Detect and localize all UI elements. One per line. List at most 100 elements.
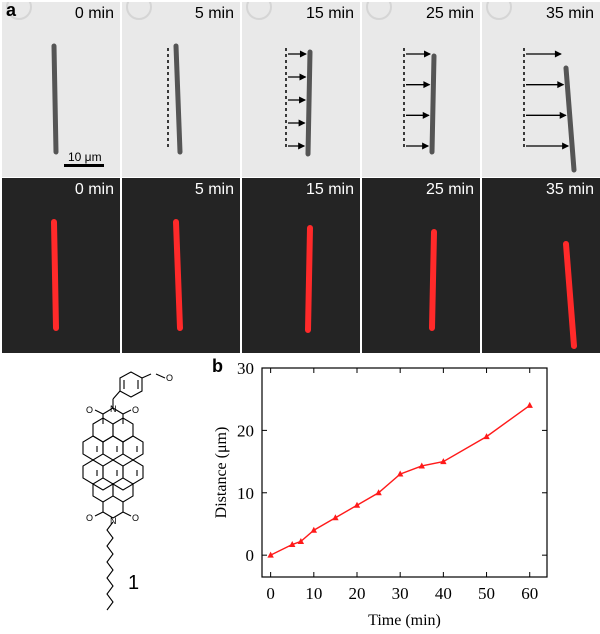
fluorescent-microrod xyxy=(305,225,313,333)
microrod xyxy=(305,49,313,157)
data-point xyxy=(483,433,490,440)
fluorescent-microrod xyxy=(51,219,59,331)
y-tick-label: 10 xyxy=(237,484,254,503)
data-series-line xyxy=(270,404,531,556)
arrow-head xyxy=(299,50,307,58)
data-point xyxy=(289,541,296,548)
x-tick-label: 20 xyxy=(349,584,366,603)
panel-label-b: b xyxy=(212,356,223,376)
microrod xyxy=(51,43,59,155)
x-tick-label: 60 xyxy=(521,584,538,603)
rod-drawing xyxy=(305,225,313,333)
data-point xyxy=(297,537,305,544)
fluorescence-frame: 25 min xyxy=(362,178,480,353)
y-tick-label: 20 xyxy=(237,421,254,440)
data-point xyxy=(310,526,318,533)
brightfield-frame: 15 min xyxy=(242,2,360,177)
fluorescence-frame: 15 min xyxy=(242,178,360,353)
arrow-head xyxy=(298,142,306,150)
carbonyl-oxygen: O xyxy=(132,405,139,415)
frame-time-label: 15 min xyxy=(305,5,354,22)
data-point xyxy=(332,514,339,521)
corner-artifact xyxy=(366,2,392,20)
data-point xyxy=(440,458,447,465)
rod-drawing xyxy=(403,48,437,155)
data-point xyxy=(267,551,274,558)
arrow-head xyxy=(559,111,567,119)
arrow-head xyxy=(554,50,562,58)
frame-time-label: 0 min xyxy=(74,181,114,198)
rod-drawing xyxy=(563,241,577,349)
plot-frame xyxy=(261,367,548,578)
data-point xyxy=(353,501,361,508)
carbonyl-oxygen: O xyxy=(132,513,139,523)
microrod xyxy=(429,53,437,155)
fluorescence-frame: 35 min xyxy=(482,178,600,353)
data-point xyxy=(396,470,404,477)
microrod xyxy=(563,65,577,173)
brightfield-frame: 25 min xyxy=(362,2,480,177)
rod-drawing xyxy=(285,48,313,157)
arrow-head xyxy=(299,73,307,81)
arrow-head xyxy=(422,111,430,119)
brightfield-frame: 35 min xyxy=(482,2,600,177)
arrow-head xyxy=(557,81,565,89)
frame-time-label: 5 min xyxy=(194,181,234,198)
y-axis-label: Distance (μm) xyxy=(213,427,230,519)
x-tick-label: 10 xyxy=(305,584,322,603)
rod-drawing xyxy=(173,219,183,331)
x-tick-label: 40 xyxy=(435,584,452,603)
rod-drawing xyxy=(51,43,59,155)
arrow-head xyxy=(298,119,306,127)
chemical-structure: O O O N O O N xyxy=(82,371,173,611)
methoxy-oxygen: O xyxy=(166,373,173,383)
rod-drawing xyxy=(523,48,577,173)
rod-drawing xyxy=(51,219,59,331)
arrow-head xyxy=(423,81,431,89)
arrow-head xyxy=(299,96,307,104)
arrow-head xyxy=(422,142,430,150)
corner-artifact xyxy=(486,2,512,20)
fluorescent-microrod xyxy=(173,219,183,331)
rod-drawing xyxy=(167,43,183,155)
data-point xyxy=(418,462,425,469)
data-point xyxy=(526,401,533,408)
imide-nitrogen: N xyxy=(110,516,117,526)
x-tick-label: 30 xyxy=(392,584,409,603)
arrow-head xyxy=(562,142,570,150)
frame-time-label: 0 min xyxy=(74,5,114,22)
imide-nitrogen: N xyxy=(110,404,117,414)
frame-time-label: 15 min xyxy=(305,181,354,198)
arrow-head xyxy=(424,50,432,58)
microrod xyxy=(173,43,183,155)
brightfield-frame: 0 min 10 μm xyxy=(2,2,120,177)
carbonyl-oxygen: O xyxy=(86,405,93,415)
alkyl-chain xyxy=(106,521,114,611)
carbonyl-oxygen: O xyxy=(86,513,93,523)
fluorescence-frame: 5 min xyxy=(122,178,240,353)
x-tick-label: 0 xyxy=(266,584,275,603)
y-tick-label: 0 xyxy=(246,546,255,565)
fluorescent-microrod xyxy=(563,241,577,349)
y-tick-label: 30 xyxy=(237,359,254,378)
fluorescence-frame: 0 min xyxy=(2,178,120,353)
corner-artifact xyxy=(126,2,152,20)
x-axis-label: Time (min) xyxy=(368,612,441,629)
fluorescent-microrod xyxy=(429,229,437,331)
panel-label-a: a xyxy=(6,0,17,20)
brightfield-frame: 5 min xyxy=(122,2,240,177)
x-tick-label: 50 xyxy=(478,584,495,603)
rod-drawing xyxy=(429,229,437,331)
corner-artifact xyxy=(6,2,32,20)
scale-bar-label: 10 μm xyxy=(68,150,102,164)
frame-time-label: 35 min xyxy=(545,5,594,22)
frame-time-label: 5 min xyxy=(194,5,234,22)
compound-label: 1 xyxy=(128,572,140,594)
microscopy-image-grid: 0 min 10 μm 0 min 5 min 5 min 15 min 15 min 25 … xyxy=(2,2,600,353)
scale-bar xyxy=(64,164,104,167)
frame-time-label: 35 min xyxy=(545,181,594,198)
frame-time-label: 25 min xyxy=(425,181,474,198)
data-point xyxy=(375,489,382,496)
frame-time-label: 25 min xyxy=(425,5,474,22)
